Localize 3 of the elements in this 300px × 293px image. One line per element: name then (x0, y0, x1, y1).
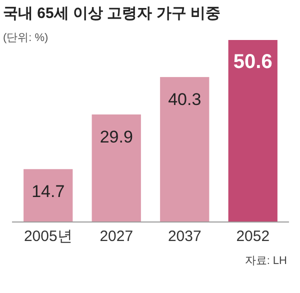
annotation: 자료: LH (244, 255, 287, 267)
title: 국내 65세 이상 고령자 가구 비중 (3, 5, 221, 22)
subtitle: (단위: %) (3, 32, 48, 44)
